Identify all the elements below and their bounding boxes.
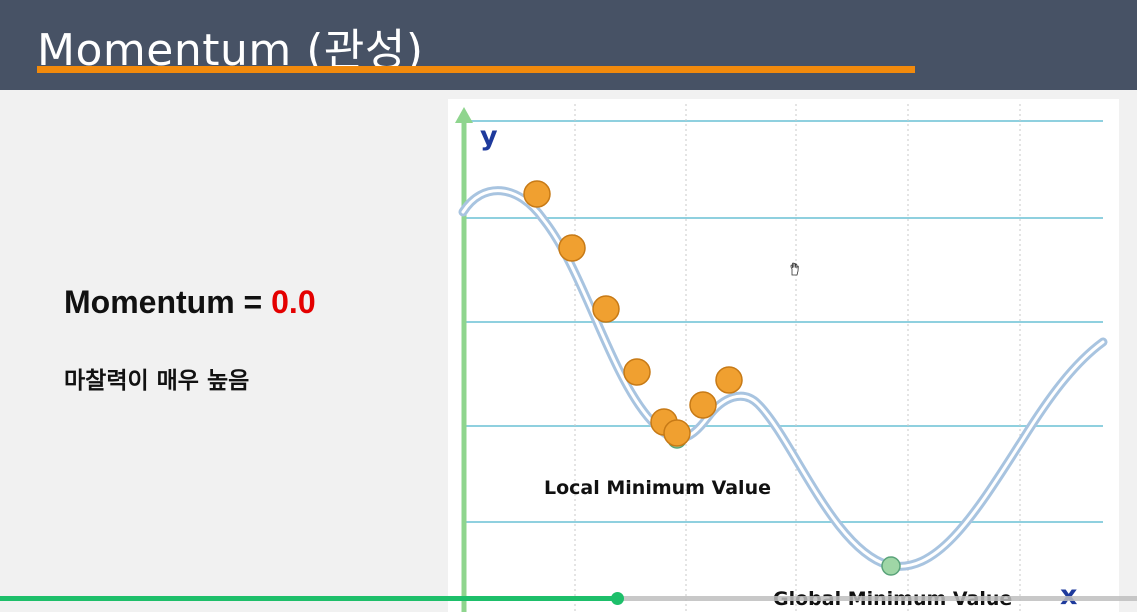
global-min-marker <box>881 556 901 576</box>
y-axis <box>455 107 473 612</box>
ball-3 <box>592 295 620 323</box>
slide-header: Momentum (관성) <box>0 0 1137 90</box>
grid-horizontal <box>463 120 1103 523</box>
video-progress-handle[interactable] <box>611 592 624 605</box>
y-axis-arrow <box>455 107 473 123</box>
momentum-label-text: Momentum = <box>64 284 272 320</box>
ball-7 <box>689 391 717 419</box>
momentum-value: 0.0 <box>271 284 316 320</box>
ball-4 <box>623 358 651 386</box>
chart-svg: y Local Minimum Value Global Minimum Val… <box>455 104 1108 612</box>
ball-2 <box>558 234 586 262</box>
momentum-label: Momentum = 0.0 <box>64 284 316 321</box>
y-axis-label: y <box>480 121 498 152</box>
ball-8 <box>715 366 743 394</box>
x-axis-label: x <box>1060 580 1077 611</box>
friction-note: 마찰력이 매우 높음 <box>64 368 250 394</box>
video-progress-bar[interactable] <box>0 592 1137 605</box>
ball-6 <box>663 419 691 447</box>
ball-1 <box>523 180 551 208</box>
ball-group <box>523 180 743 447</box>
hand-cursor-icon <box>790 262 799 276</box>
chart-panel: y Local Minimum Value Global Minimum Val… <box>448 99 1119 612</box>
title-underline <box>37 66 915 73</box>
local-min-label: Local Minimum Value <box>544 477 771 499</box>
video-progress-fill <box>0 596 617 601</box>
